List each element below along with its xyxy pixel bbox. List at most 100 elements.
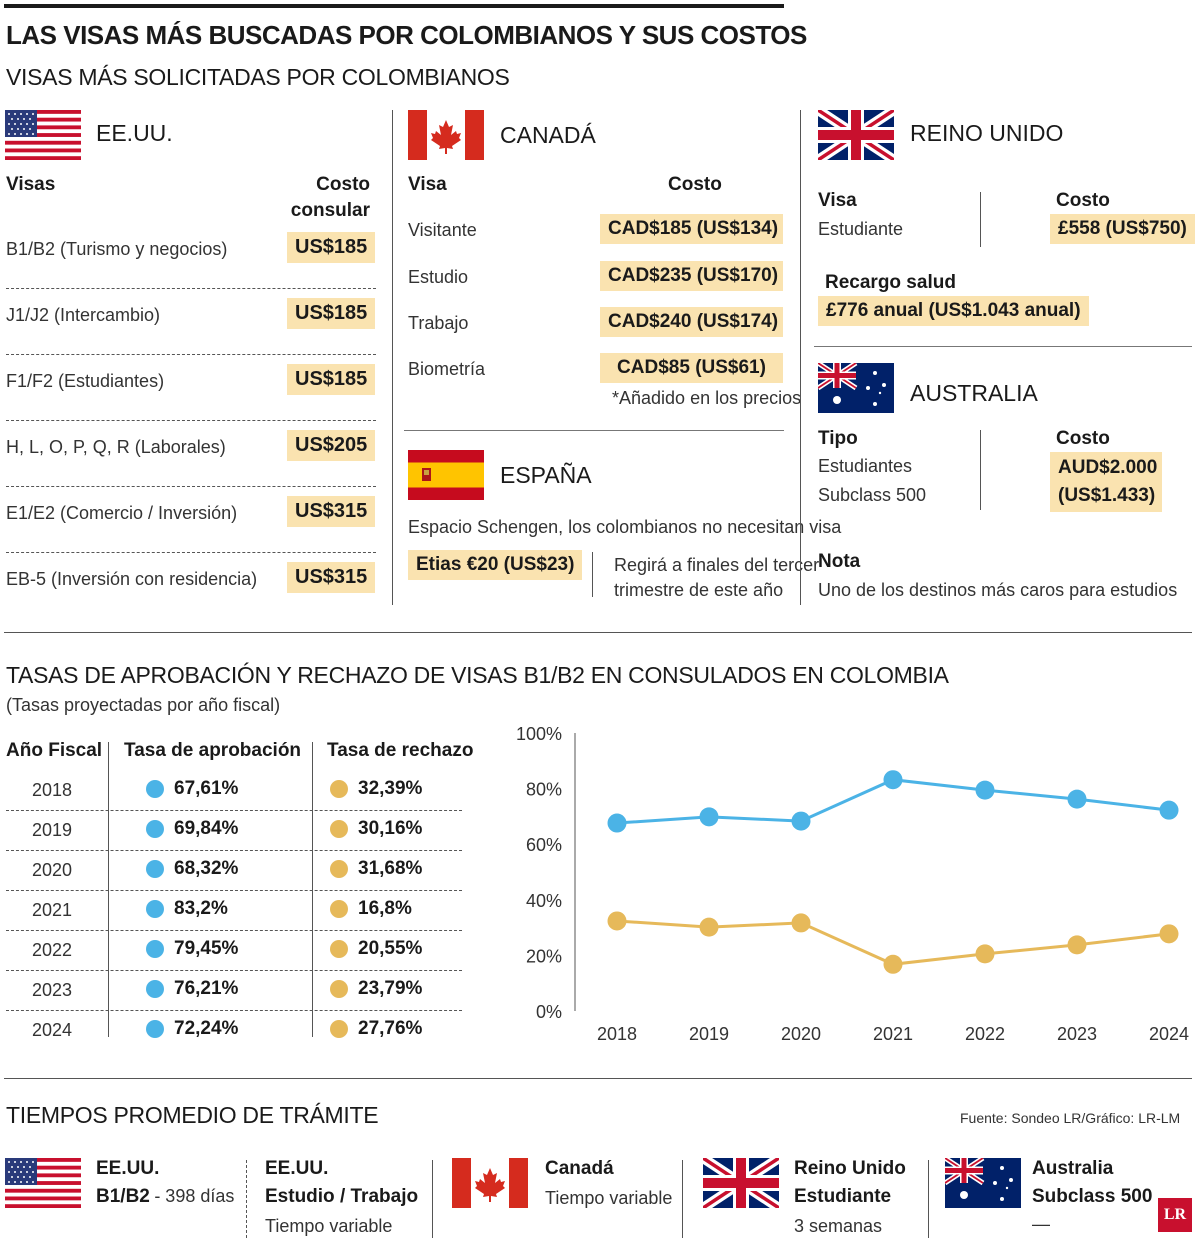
- canada-col-visa: Visa: [408, 174, 447, 195]
- table-approval-cell: 76,21%: [146, 978, 238, 1000]
- australia-country-label: AUSTRALIA: [910, 380, 1038, 406]
- canada-flag-icon: [452, 1158, 528, 1208]
- y-tick-label: 40%: [526, 891, 562, 911]
- spain-text: Espacio Schengen, los colombianos no nec…: [408, 517, 842, 537]
- usa-col-visa: Visas: [6, 174, 56, 195]
- row-divider: [6, 288, 376, 289]
- rejection-value: 30,16%: [358, 818, 423, 839]
- spain-note-1: Regirá a finales del tercer: [614, 555, 820, 575]
- x-tick-label: 2020: [781, 1024, 821, 1044]
- australia-cost-1: AUD$2.000: [1058, 457, 1158, 478]
- uk-flag-icon: [818, 110, 894, 160]
- usa-visa-name: H, L, O, P, Q, R (Laborales): [6, 437, 226, 457]
- times-canada-value: Tiempo variable: [545, 1188, 673, 1208]
- approval-dot-icon: [146, 899, 164, 918]
- divider: [592, 552, 593, 597]
- x-tick-label: 2021: [873, 1024, 913, 1044]
- series-1-point: [699, 917, 719, 937]
- series-0-point: [1159, 800, 1179, 820]
- y-tick-label: 20%: [526, 946, 562, 966]
- us-flag-icon: [5, 1158, 81, 1208]
- usa-country-label: EE.UU.: [96, 120, 173, 146]
- approval-dot-icon: [146, 779, 164, 798]
- row-divider: [6, 552, 376, 553]
- times-usa-study-label-1: EE.UU.: [265, 1158, 329, 1179]
- usa-visa-cost: US$315: [287, 496, 375, 527]
- canada-visa-name: Trabajo: [408, 313, 469, 333]
- section-divider: [4, 1078, 1192, 1079]
- y-tick-label: 80%: [526, 780, 562, 800]
- australia-type-2: Subclass 500: [818, 485, 927, 505]
- rates-line-chart: 0% 20% 40% 60% 80% 100% 2018 2019 2020 2021 2022 20…: [516, 724, 1189, 1044]
- section-title-rates: TASAS DE APROBACIÓN Y RECHAZO DE VISAS B…: [6, 662, 949, 688]
- australia-col-type: Tipo: [818, 428, 858, 449]
- approval-value: 76,21%: [174, 978, 239, 999]
- australia-type-1: Estudiantes: [818, 456, 913, 476]
- rejection-value: 16,8%: [358, 898, 412, 919]
- x-tick-label: 2023: [1057, 1024, 1097, 1044]
- divider: [432, 1160, 433, 1238]
- divider: [682, 1160, 683, 1238]
- uk-visa: Estudiante: [818, 219, 904, 239]
- table-year: 2019: [32, 820, 73, 840]
- divider: [980, 192, 981, 247]
- canada-visa-name: Biometría: [408, 359, 486, 379]
- rejection-value: 27,76%: [358, 1018, 423, 1039]
- series-1-point: [883, 954, 903, 974]
- row-divider: [6, 486, 376, 487]
- canada-visa-cost: CAD$240 (US$174): [600, 307, 783, 337]
- top-rule: [4, 4, 784, 8]
- table-col-rejection: Tasa de rechazo: [327, 740, 474, 761]
- us-flag-icon: [5, 110, 81, 160]
- table-rejection-cell: 32,39%: [330, 778, 422, 800]
- australia-flag-icon: [945, 1158, 1021, 1208]
- australia-note: Uno de los destinos más caros para estud…: [818, 580, 1178, 600]
- row-divider: [6, 930, 462, 931]
- times-uk-value: 3 semanas: [794, 1216, 883, 1236]
- spain-cost: Etias €20 (US$23): [408, 550, 583, 580]
- uk-surcharge-label: Recargo salud: [825, 272, 956, 293]
- table-rejection-cell: 31,68%: [330, 858, 422, 880]
- approval-value: 69,84%: [174, 818, 239, 839]
- lr-logo: LR: [1158, 1198, 1192, 1232]
- row-divider: [6, 970, 462, 971]
- row-divider: [6, 420, 376, 421]
- table-year: 2020: [32, 860, 73, 880]
- usa-visa-name: F1/F2 (Estudiantes): [6, 371, 165, 391]
- series-1-point: [607, 911, 627, 931]
- usa-visa-name: E1/E2 (Comercio / Inversión): [6, 503, 238, 523]
- rejection-dot-icon: [330, 939, 348, 958]
- spain-note-2: trimestre de este año: [614, 580, 784, 600]
- usa-visa-name: J1/J2 (Intercambio): [6, 305, 161, 325]
- section-subtitle-rates: (Tasas proyectadas por año fiscal): [6, 695, 281, 715]
- australia-note-label: Nota: [818, 551, 861, 572]
- table-year: 2023: [32, 980, 73, 1000]
- divider: [980, 430, 981, 510]
- column-divider: [800, 110, 801, 605]
- usa-visa-cost: US$185: [287, 232, 375, 263]
- approval-value: 83,2%: [174, 898, 228, 919]
- rejection-dot-icon: [330, 859, 348, 878]
- canada-visa-name: Visitante: [408, 220, 477, 240]
- rejection-dot-icon: [330, 979, 348, 998]
- approval-value: 67,61%: [174, 778, 239, 799]
- times-usa-study-label-2: Estudio / Trabajo: [265, 1186, 419, 1207]
- table-approval-cell: 69,84%: [146, 818, 238, 840]
- rejection-value: 31,68%: [358, 858, 423, 879]
- canada-visa-cost: CAD$85 (US$61): [600, 353, 783, 383]
- approval-dot-icon: [146, 859, 164, 878]
- section-title-visas: VISAS MÁS SOLICITADAS POR COLOMBIANOS: [6, 64, 510, 90]
- times-aus-label-2: Subclass 500: [1032, 1186, 1153, 1207]
- usa-visa-cost: US$315: [287, 562, 375, 593]
- table-rejection-cell: 20,55%: [330, 938, 422, 960]
- table-year: 2024: [32, 1020, 73, 1040]
- series-0-point: [699, 807, 719, 827]
- x-tick-label: 2022: [965, 1024, 1005, 1044]
- page-title: LAS VISAS MÁS BUSCADAS POR COLOMBIANOS Y…: [6, 20, 807, 50]
- spain-flag-icon: [408, 450, 484, 500]
- table-rejection-cell: 16,8%: [330, 898, 412, 920]
- series-1-point: [791, 913, 811, 933]
- table-approval-cell: 67,61%: [146, 778, 238, 800]
- series-1-point: [975, 944, 995, 964]
- divider: [928, 1160, 929, 1238]
